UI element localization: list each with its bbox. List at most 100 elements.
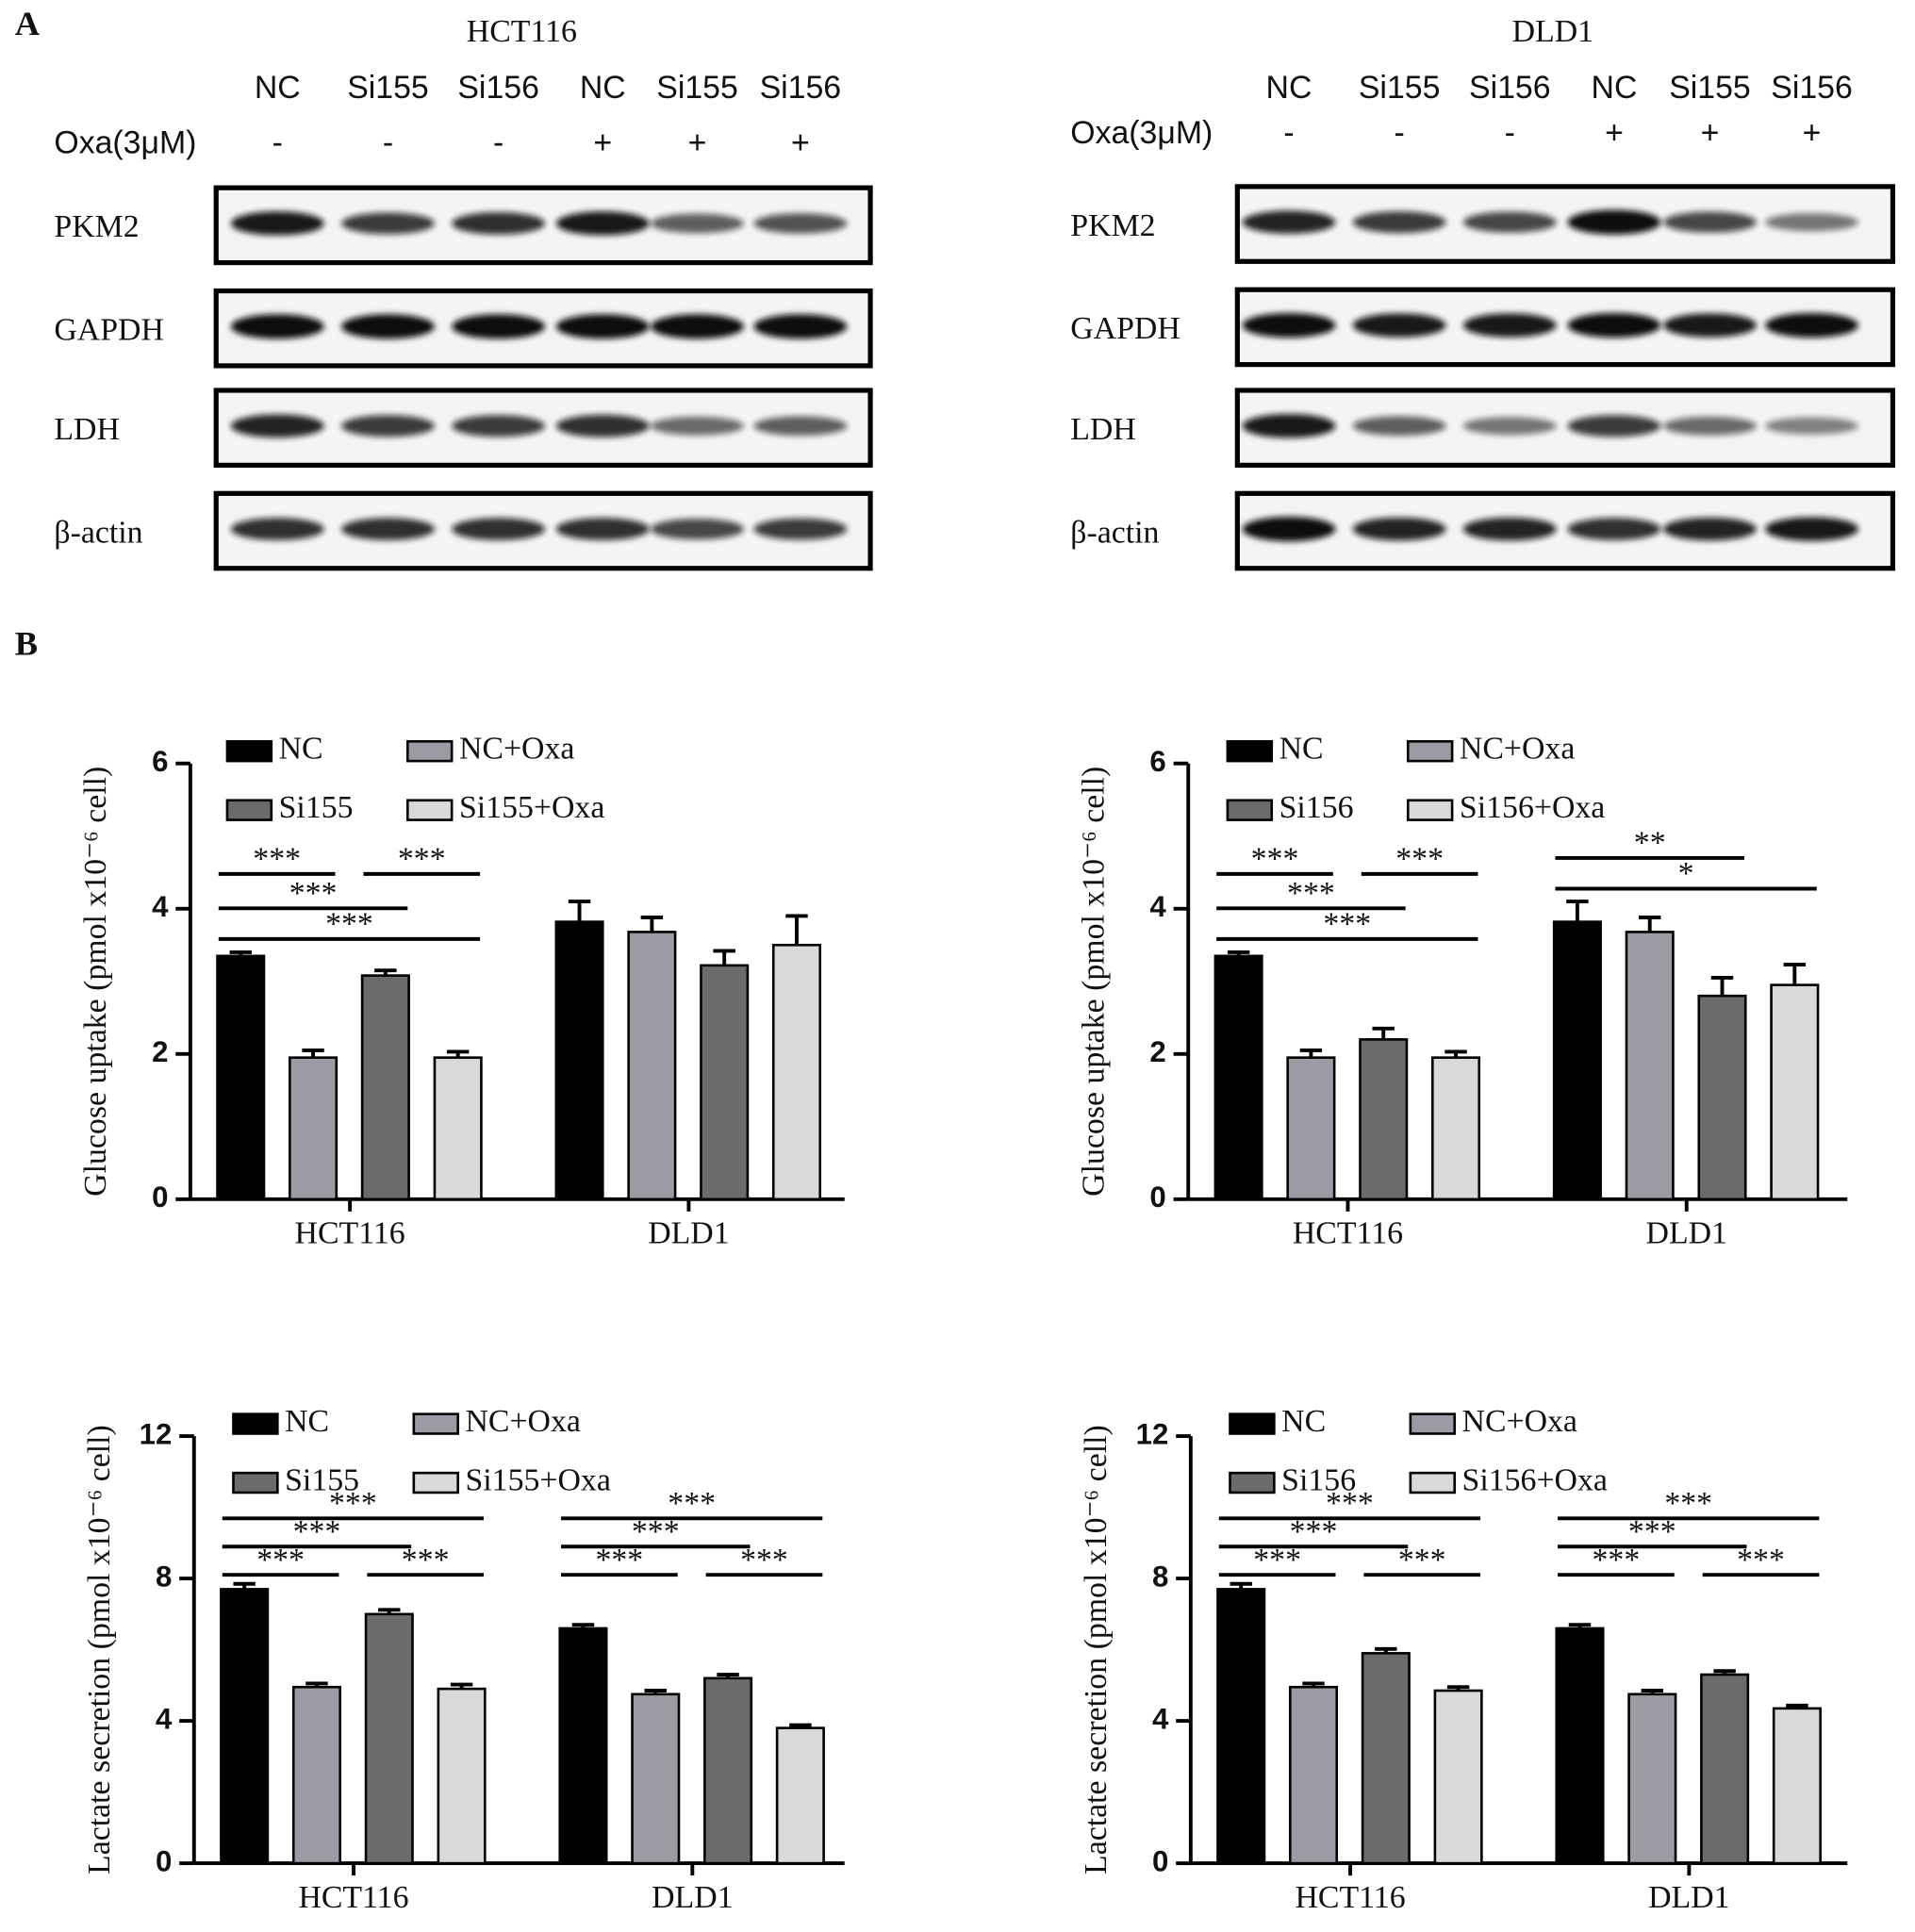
legend-label: NC+Oxa bbox=[1462, 1404, 1577, 1439]
lane-label: NC bbox=[1592, 70, 1638, 106]
blot-band bbox=[1242, 210, 1336, 234]
blot-band bbox=[753, 213, 848, 234]
blot-band bbox=[1352, 517, 1446, 541]
bar bbox=[703, 1676, 753, 1865]
bar bbox=[1625, 931, 1675, 1201]
x-tick-label: DLD1 bbox=[652, 1880, 733, 1915]
treatment-sign: - bbox=[1283, 115, 1294, 151]
bar bbox=[1288, 1685, 1339, 1865]
protein-label: LDH bbox=[54, 412, 120, 447]
bar bbox=[1216, 1588, 1266, 1865]
blot-band bbox=[753, 518, 848, 540]
blot-band bbox=[1462, 417, 1557, 436]
bar bbox=[1772, 1707, 1822, 1865]
blot-band bbox=[341, 518, 435, 540]
treatment-sign: + bbox=[1803, 115, 1822, 151]
blot-band bbox=[1352, 313, 1446, 338]
significance-label: *** bbox=[1326, 1486, 1374, 1521]
blot-title: HCT116 bbox=[467, 14, 577, 49]
lane-label: Si155 bbox=[347, 70, 429, 106]
legend-swatch bbox=[1226, 739, 1274, 763]
significance-label: *** bbox=[329, 1486, 377, 1521]
blot-band bbox=[230, 518, 324, 540]
blot-band bbox=[651, 416, 744, 436]
x-tick-label: DLD1 bbox=[648, 1216, 729, 1251]
significance-label: *** bbox=[325, 907, 373, 942]
bar bbox=[364, 1612, 414, 1865]
lane-label: Si155 bbox=[656, 70, 738, 106]
bar bbox=[1361, 1652, 1411, 1865]
blot-band bbox=[1663, 313, 1757, 338]
bar bbox=[1700, 1673, 1750, 1865]
legend-label: Si155+Oxa bbox=[465, 1462, 610, 1497]
y-tick-label: 4 bbox=[152, 890, 169, 923]
legend-swatch bbox=[1226, 799, 1274, 821]
bar bbox=[1213, 954, 1263, 1201]
lane-label: NC bbox=[580, 70, 626, 106]
bar bbox=[558, 1627, 608, 1865]
treatment-sign: + bbox=[688, 125, 707, 161]
blot-band bbox=[1765, 417, 1859, 435]
significance-label: *** bbox=[740, 1543, 788, 1577]
significance-label: *** bbox=[1287, 876, 1335, 911]
bar bbox=[289, 1056, 338, 1201]
legend-swatch bbox=[406, 799, 454, 821]
y-tick-label: 2 bbox=[1149, 1035, 1165, 1068]
blot-band bbox=[452, 314, 546, 339]
lane-label: Si156 bbox=[1469, 70, 1551, 106]
blot-band bbox=[1663, 517, 1757, 541]
significance-label: *** bbox=[1737, 1543, 1785, 1577]
blot-band bbox=[1567, 209, 1661, 235]
blot-band bbox=[1352, 211, 1446, 234]
bar bbox=[220, 1588, 270, 1865]
y-tick-label: 8 bbox=[156, 1560, 172, 1593]
significance-label: *** bbox=[632, 1514, 680, 1549]
legend-swatch bbox=[1406, 739, 1454, 763]
legend-label: NC+Oxa bbox=[459, 731, 574, 766]
bar bbox=[360, 974, 410, 1201]
significance-label: *** bbox=[402, 1543, 450, 1577]
bar bbox=[1770, 983, 1820, 1201]
significance-label: *** bbox=[1395, 842, 1444, 877]
treatment-label: Oxa(3μM) bbox=[54, 125, 196, 161]
lane-label: Si156 bbox=[457, 70, 539, 106]
blot-band bbox=[341, 314, 435, 339]
x-tick-label: HCT116 bbox=[298, 1880, 408, 1915]
significance-label: *** bbox=[1593, 1543, 1641, 1577]
y-axis-label: Lactate secretion (pmol x10⁻⁶ cell) bbox=[82, 1425, 117, 1874]
blot-band bbox=[1663, 416, 1757, 436]
legend-swatch bbox=[225, 799, 273, 821]
bar bbox=[1627, 1693, 1677, 1865]
blot-band bbox=[555, 518, 650, 540]
blot-band bbox=[1462, 517, 1557, 541]
x-tick-label: HCT116 bbox=[1293, 1216, 1403, 1251]
y-tick-label: 0 bbox=[156, 1844, 172, 1877]
legend-label: NC bbox=[1281, 1404, 1326, 1439]
bar bbox=[1697, 994, 1747, 1201]
significance-label: *** bbox=[1253, 1543, 1301, 1577]
significance-label: * bbox=[1678, 856, 1694, 891]
x-tick-label: HCT116 bbox=[1295, 1880, 1405, 1915]
significance-label: *** bbox=[256, 1543, 305, 1577]
x-tick-label: DLD1 bbox=[1648, 1880, 1729, 1915]
bar bbox=[1433, 1689, 1483, 1865]
blot-band bbox=[1567, 518, 1661, 540]
lane-label: NC bbox=[1266, 70, 1312, 106]
panel-label: A bbox=[15, 5, 41, 42]
significance-label: *** bbox=[668, 1486, 716, 1521]
bar bbox=[1359, 1038, 1409, 1201]
blot-band bbox=[1765, 517, 1859, 541]
treatment-sign: + bbox=[1701, 115, 1720, 151]
blot-band bbox=[452, 212, 546, 235]
blot-band bbox=[1765, 312, 1859, 338]
bar bbox=[437, 1687, 487, 1865]
legend-label: Si156+Oxa bbox=[1460, 790, 1605, 825]
treatment-label: Oxa(3μM) bbox=[1070, 115, 1213, 151]
blot-band bbox=[1242, 517, 1336, 542]
bar bbox=[1430, 1056, 1481, 1201]
bar bbox=[771, 943, 822, 1201]
blot-band bbox=[1462, 211, 1557, 233]
legend-swatch bbox=[225, 739, 273, 763]
blot-band bbox=[341, 212, 435, 235]
